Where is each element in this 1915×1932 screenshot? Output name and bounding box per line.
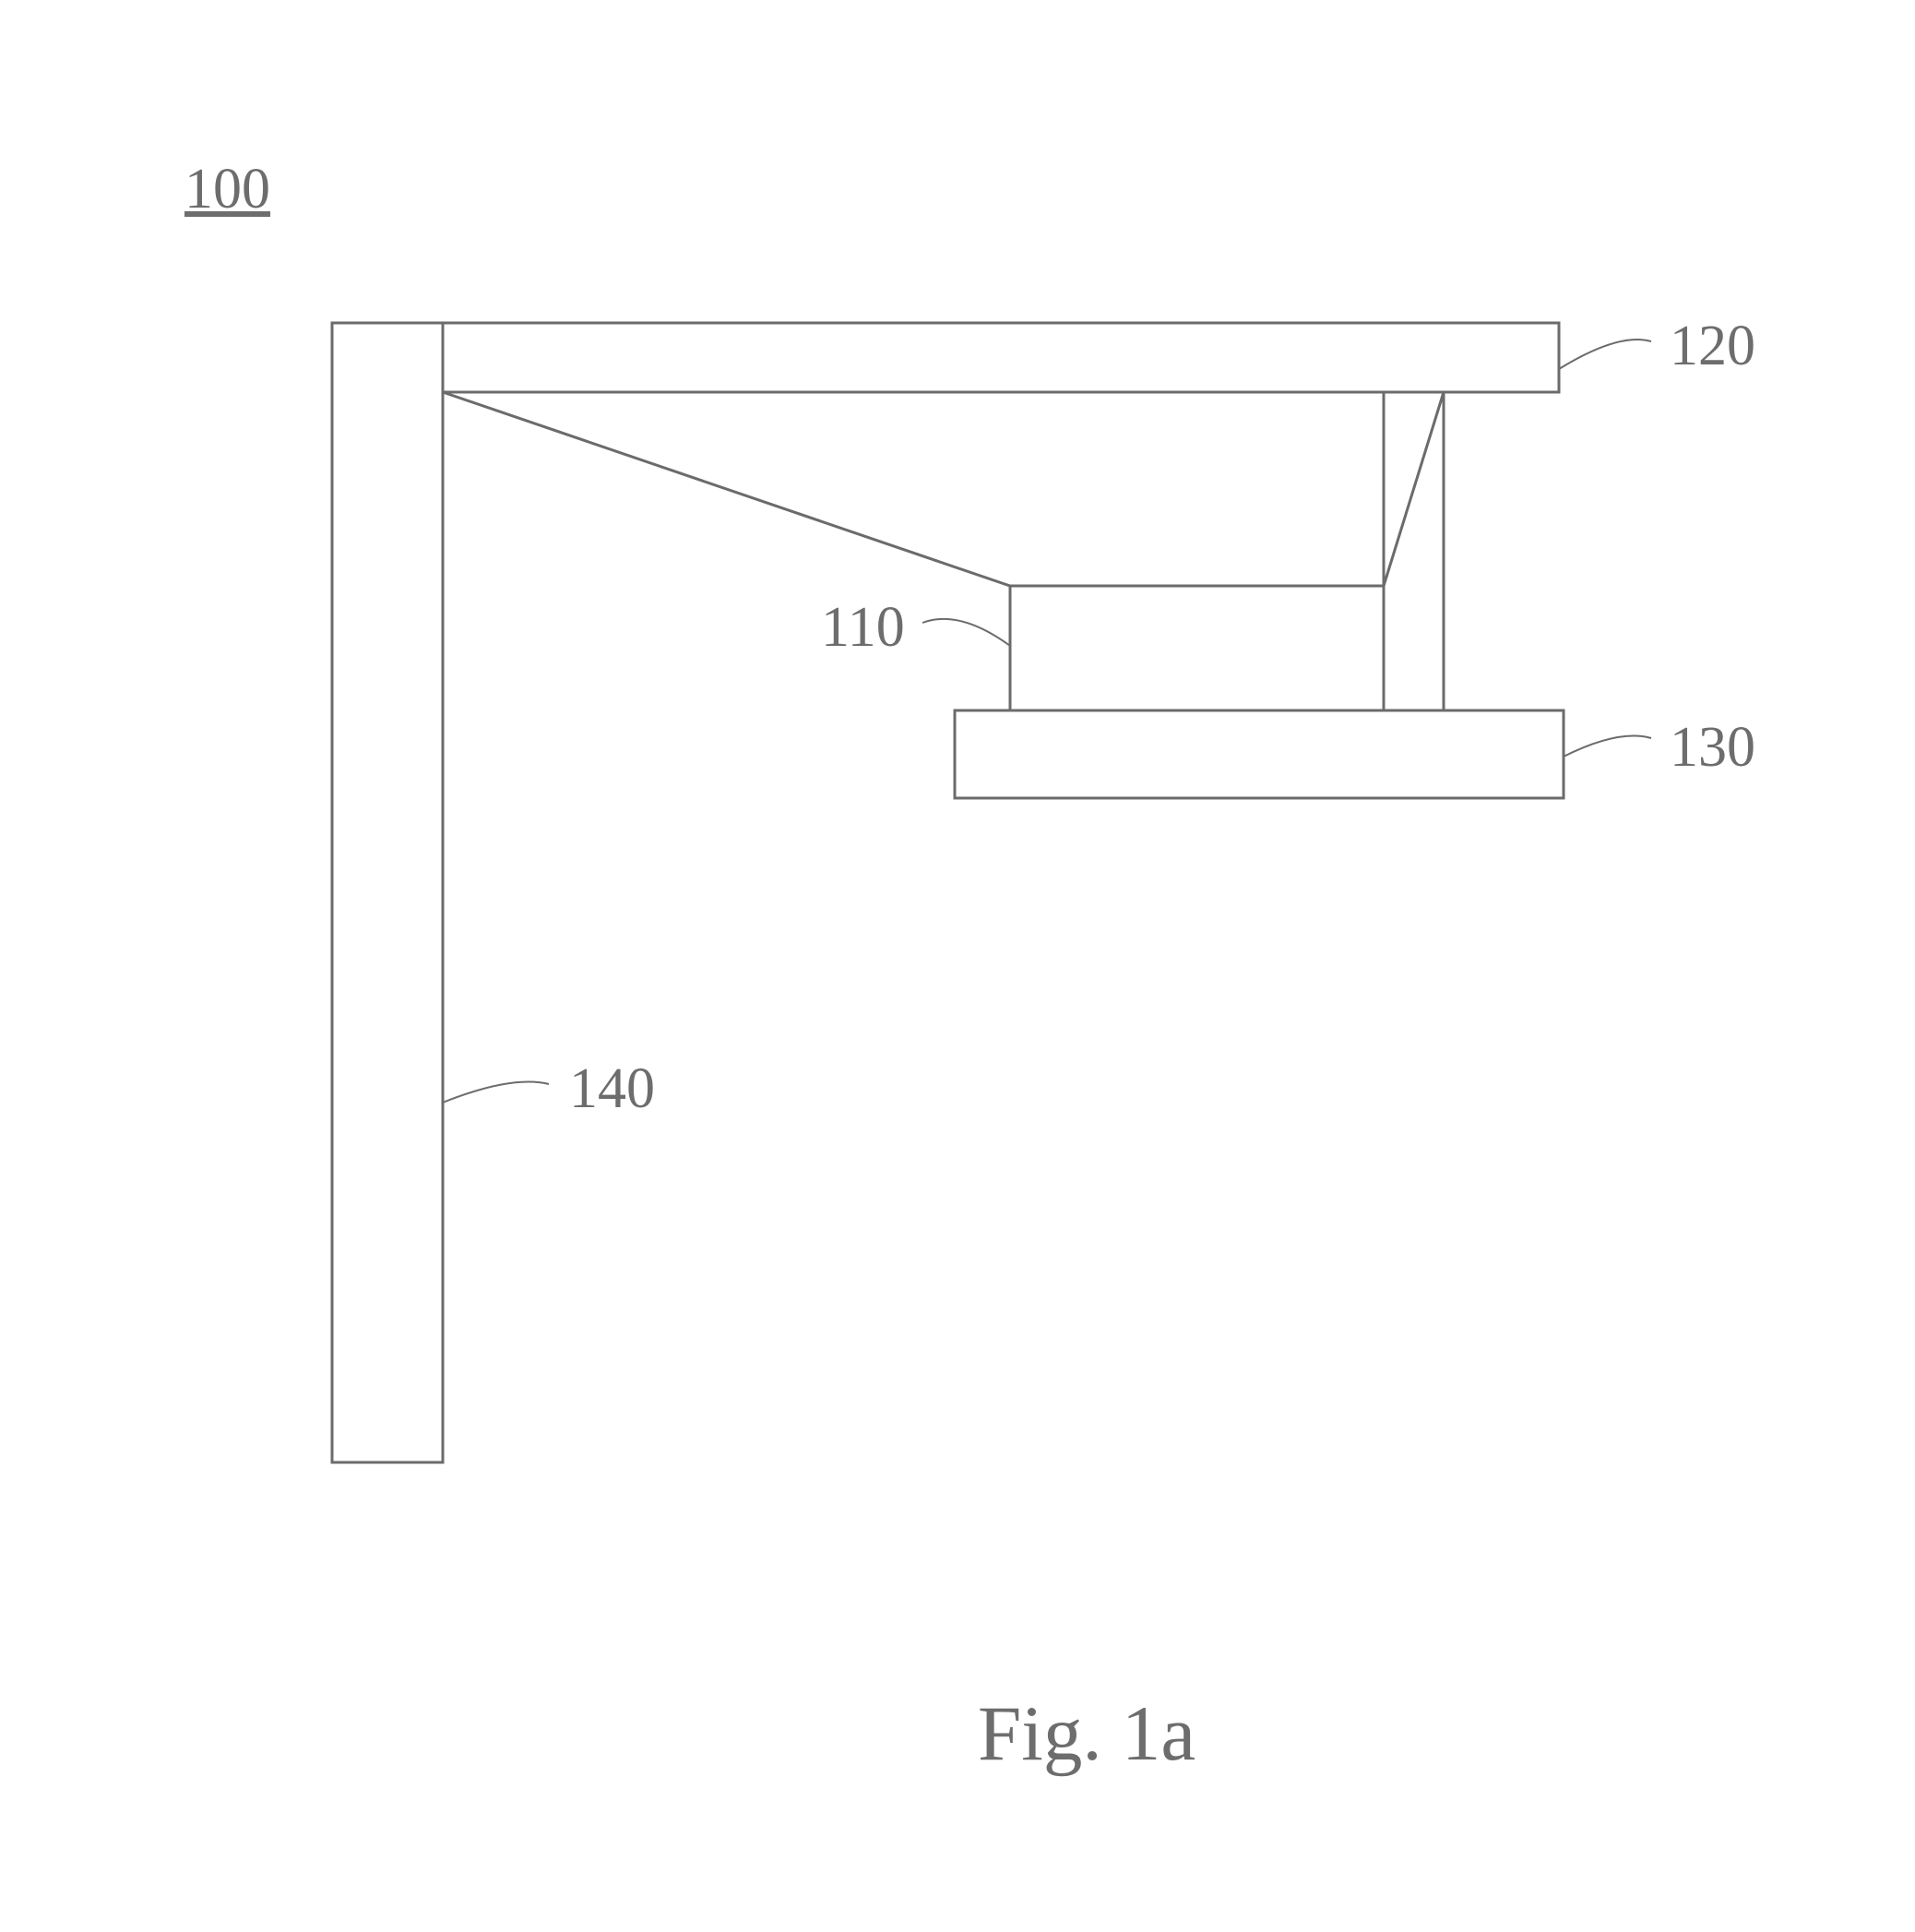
part-130 [955, 710, 1564, 798]
leader-120 [1559, 340, 1651, 369]
figure-svg [0, 0, 1915, 1932]
diagonal-left [443, 392, 1010, 586]
callout-label-130: 130 [1670, 715, 1755, 781]
diagram-canvas: 100 120 130 140 110 Fig. 1a [0, 0, 1915, 1932]
leader-130 [1564, 736, 1651, 757]
callout-label-110: 110 [821, 595, 905, 661]
part-110 [1010, 586, 1384, 710]
leader-140 [443, 1082, 549, 1103]
shapes-group [332, 323, 1564, 1462]
figure-reference-100: 100 [184, 157, 270, 222]
connector-lines-group [443, 392, 1444, 586]
callout-label-120: 120 [1670, 314, 1755, 379]
figure-caption: Fig. 1a [978, 1688, 1195, 1779]
callout-label-140: 140 [569, 1056, 655, 1122]
vertical-strut [1384, 392, 1444, 710]
part-120 [332, 323, 1559, 392]
part-140 [332, 323, 443, 1462]
leader-110 [922, 619, 1010, 646]
